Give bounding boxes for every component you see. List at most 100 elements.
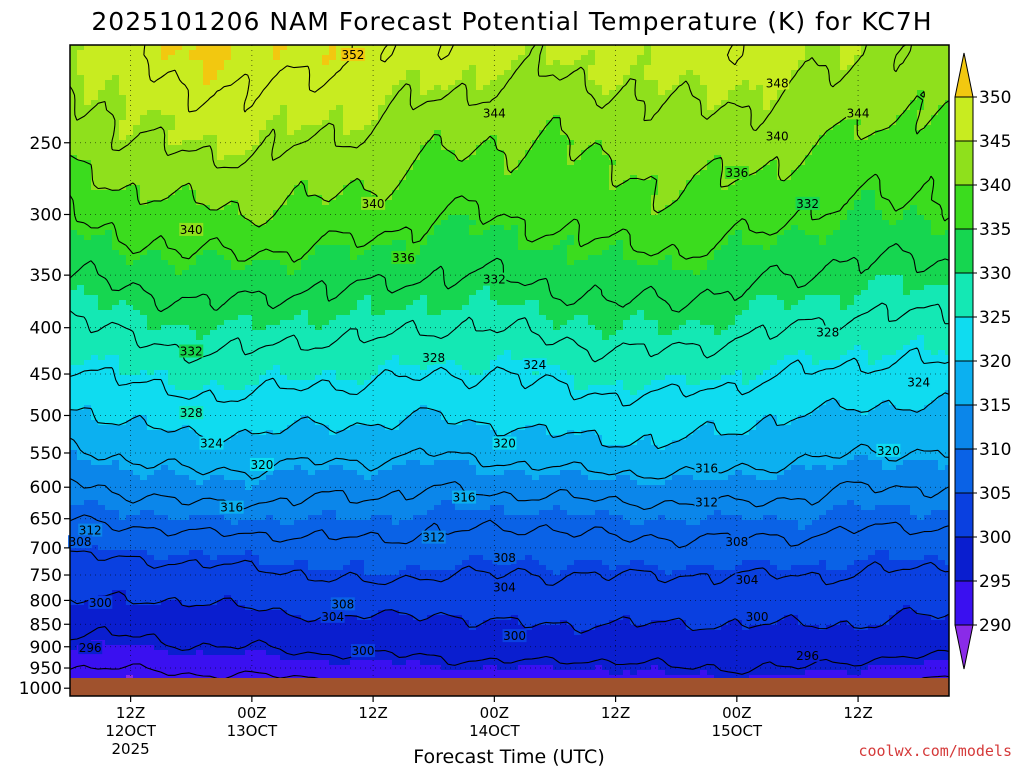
heatmap-cell: [105, 220, 113, 226]
heatmap-cell: [623, 120, 631, 126]
heatmap-cell: [735, 185, 743, 191]
heatmap-cell: [749, 230, 757, 236]
heatmap-cell: [840, 220, 848, 226]
heatmap-cell: [406, 215, 414, 221]
heatmap-cell: [497, 215, 505, 221]
heatmap-cell: [595, 220, 603, 226]
heatmap-cell: [735, 200, 743, 206]
heatmap-cell: [469, 225, 477, 231]
heatmap-cell: [651, 205, 659, 211]
heatmap-cell: [679, 85, 687, 91]
heatmap-cell: [896, 210, 904, 216]
heatmap-cell: [945, 110, 949, 116]
heatmap-cell: [791, 145, 799, 151]
heatmap-cell: [168, 195, 176, 201]
heatmap-cell: [777, 165, 785, 171]
heatmap-cell: [252, 165, 260, 171]
heatmap-cell: [791, 110, 799, 116]
heatmap-cell: [763, 180, 771, 186]
heatmap-cell: [119, 205, 127, 211]
heatmap-cell: [588, 220, 596, 226]
heatmap-cell: [189, 205, 197, 211]
heatmap-cell: [462, 60, 470, 66]
heatmap-cell: [714, 55, 722, 61]
heatmap-cell: [756, 95, 764, 101]
heatmap-cell: [350, 125, 358, 131]
heatmap-cell: [896, 50, 904, 56]
heatmap-cell: [721, 50, 729, 56]
heatmap-cell: [189, 220, 197, 226]
heatmap-cell: [210, 100, 218, 106]
heatmap-cell: [364, 150, 372, 156]
heatmap-cell: [427, 90, 435, 96]
heatmap-cell: [413, 80, 421, 86]
heatmap-cell: [616, 60, 624, 66]
heatmap-cell: [707, 85, 715, 91]
heatmap-cell: [777, 215, 785, 221]
heatmap-cell: [889, 145, 897, 151]
heatmap-cell: [651, 225, 659, 231]
heatmap-cell: [574, 190, 582, 196]
heatmap-cell: [819, 140, 827, 146]
heatmap-cell: [462, 170, 470, 176]
heatmap-cell: [364, 90, 372, 96]
heatmap-cell: [357, 105, 365, 111]
heatmap-cell: [154, 155, 162, 161]
heatmap-cell: [742, 120, 750, 126]
heatmap-cell: [210, 115, 218, 121]
heatmap-cell: [833, 225, 841, 231]
heatmap-cell: [217, 185, 225, 191]
heatmap-cell: [770, 230, 778, 236]
heatmap-cell: [595, 135, 603, 141]
heatmap-cell: [539, 205, 547, 211]
heatmap-cell: [154, 190, 162, 196]
heatmap-cell: [98, 220, 106, 226]
heatmap-cell: [749, 175, 757, 181]
heatmap-cell: [112, 130, 120, 136]
heatmap-cell: [441, 110, 449, 116]
heatmap-cell: [539, 140, 547, 146]
heatmap-cell: [91, 190, 99, 196]
heatmap-cell: [581, 190, 589, 196]
heatmap-cell: [742, 70, 750, 76]
heatmap-cell: [392, 205, 400, 211]
heatmap-cell: [105, 130, 113, 136]
heatmap-cell: [861, 225, 869, 231]
heatmap-cell: [476, 90, 484, 96]
heatmap-cell: [546, 210, 554, 216]
heatmap-cell: [574, 160, 582, 166]
heatmap-cell: [539, 55, 547, 61]
heatmap-cell: [483, 170, 491, 176]
heatmap-cell: [329, 135, 337, 141]
heatmap-cell: [945, 60, 949, 66]
heatmap-cell: [525, 200, 533, 206]
heatmap-cell: [182, 90, 190, 96]
heatmap-cell: [665, 160, 673, 166]
heatmap-cell: [231, 45, 239, 51]
heatmap-cell: [385, 210, 393, 216]
heatmap-cell: [707, 150, 715, 156]
heatmap-cell: [945, 80, 949, 86]
heatmap-cell: [868, 70, 876, 76]
heatmap-cell: [672, 135, 680, 141]
heatmap-cell: [945, 140, 949, 146]
heatmap-cell: [280, 230, 288, 236]
heatmap-cell: [588, 240, 596, 246]
heatmap-cell: [581, 185, 589, 191]
heatmap-cell: [511, 160, 519, 166]
heatmap-cell: [784, 95, 792, 101]
heatmap-cell: [819, 110, 827, 116]
heatmap-cell: [700, 185, 708, 191]
heatmap-cell: [364, 60, 372, 66]
heatmap-cell: [91, 50, 99, 56]
heatmap-cell: [455, 175, 463, 181]
heatmap-cell: [308, 70, 316, 76]
heatmap-cell: [476, 125, 484, 131]
heatmap-cell: [882, 125, 890, 131]
heatmap-cell: [938, 70, 946, 76]
heatmap-cell: [875, 235, 883, 241]
heatmap-cell: [651, 150, 659, 156]
heatmap-cell: [336, 100, 344, 106]
heatmap-cell: [728, 70, 736, 76]
heatmap-cell: [707, 110, 715, 116]
